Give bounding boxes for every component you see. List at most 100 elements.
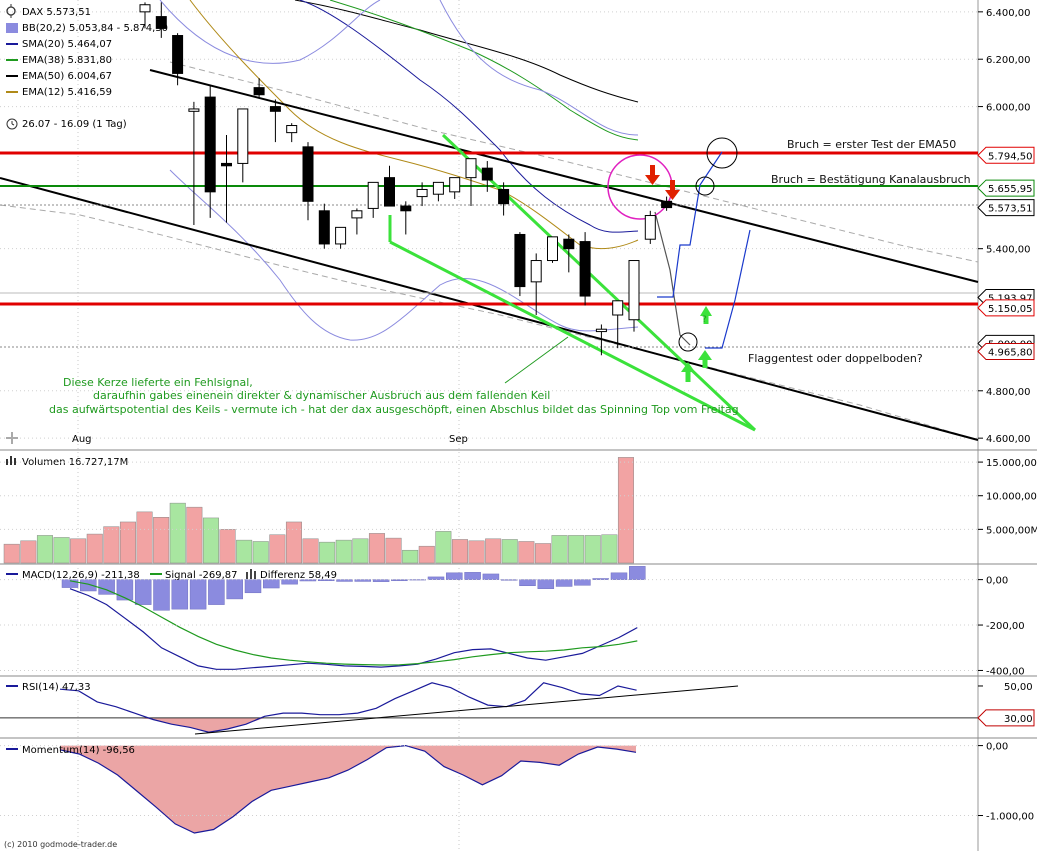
annotation-note-3: das aufwärtspotential des Keils - vermut…: [49, 403, 739, 416]
candle-body: [547, 236, 558, 262]
volume-bar: [418, 545, 435, 564]
macd-diff-bar: [171, 579, 189, 610]
volume-bar: [3, 543, 20, 564]
momentum-title: Momentum(14) -96,56: [22, 745, 135, 756]
momentum-panel: Momentum(14) -96,56 0,00 -1.000,00: [0, 742, 1034, 834]
sma20-line: [299, 0, 639, 233]
volume-bar: [518, 541, 535, 564]
projection-blue-path-2: [705, 229, 751, 349]
candle-body: [400, 205, 412, 212]
small-circle-green-level: [695, 176, 715, 196]
macd-signal-title: Signal -269,87: [165, 570, 238, 581]
macd-signal-line: [69, 580, 638, 666]
small-circle-red-level: [706, 137, 738, 169]
projection-grey-path: [654, 211, 691, 346]
macd-tick-label: 0,00: [986, 576, 1008, 587]
clock-icon: [6, 118, 18, 130]
candle-body: [155, 16, 167, 29]
x-tick-sep: Sep: [449, 434, 468, 445]
macd-diff-bar: [482, 573, 500, 580]
volume-bar: [269, 534, 286, 564]
volume-bar: [402, 549, 419, 564]
annotation-note-2: daraufhin gabes einenein direkter & dyna…: [93, 389, 550, 402]
volume-bar: [36, 535, 53, 564]
macd-line: [69, 588, 638, 670]
ema50-line: [294, 0, 639, 103]
candle-body: [416, 188, 428, 198]
bb-upper-band: [159, 0, 639, 136]
macd-diff-bar: [189, 579, 207, 610]
wedge-upper-line: [441, 133, 757, 432]
volume-bar: [617, 457, 634, 564]
red-down-arrow-2: [665, 180, 680, 200]
volume-bar: [385, 537, 402, 564]
candle-body: [514, 233, 526, 288]
candle-body: [563, 238, 575, 250]
volume-bar: [568, 535, 585, 564]
volume-tick-label: 15.000,00M: [986, 458, 1037, 469]
volume-bar: [236, 539, 253, 564]
macd-diff-bar: [574, 579, 591, 586]
volume-bar: [335, 539, 352, 564]
price-tick-label: 6.200,00: [986, 55, 1031, 66]
volume-bar: [485, 538, 502, 564]
macd-diff-bar: [372, 579, 390, 582]
candle-body: [644, 215, 656, 240]
macd-diff-bar: [208, 579, 225, 605]
volume-bar: [219, 529, 236, 564]
legend-label: SMA(20) 5.464,07: [22, 39, 112, 50]
candle-body: [237, 108, 249, 164]
volume-bar: [534, 543, 551, 564]
small-circle-bottom: [678, 332, 698, 352]
green-up-arrow-1: [700, 306, 712, 324]
channel-upper-line: [149, 69, 979, 283]
candle-body: [612, 300, 624, 316]
rsi-tick-label: 30,00: [1004, 714, 1033, 725]
volume-bar: [584, 535, 601, 564]
footer-copyright: (c) 2010 godmode-trader.de: [4, 840, 117, 849]
volume-bar: [352, 538, 369, 564]
green-up-arrow-3: [698, 350, 712, 368]
ema38-line: [329, 0, 639, 141]
macd-diff-bar: [281, 579, 298, 585]
candle-body: [335, 226, 347, 245]
move-handle-icon[interactable]: [6, 432, 18, 444]
price-marker-label: 4.965,80: [988, 348, 1033, 359]
volume-bar: [53, 537, 70, 564]
rsi-tick-label: 50,00: [1004, 682, 1033, 693]
price-marker-label: 5.655,95: [988, 184, 1033, 195]
candle-body: [139, 4, 151, 13]
projection-blue-path-1: [657, 151, 723, 298]
volume-bar: [451, 539, 468, 564]
candle-body: [432, 181, 444, 195]
macd-diff-bar: [610, 572, 628, 580]
macd-diff-bar: [391, 579, 408, 582]
macd-diff-bar: [226, 579, 243, 600]
x-tick-aug: Aug: [72, 434, 92, 445]
momentum-line: [59, 744, 637, 834]
settings-icon[interactable]: [6, 4, 16, 18]
legend-label: BB(20,2) 5.053,84 - 5.874,30: [22, 23, 168, 34]
rsi-title: RSI(14) 47,33: [22, 682, 91, 693]
rsi-line: [59, 682, 637, 733]
price-marker-box: [977, 343, 1035, 361]
volume-bar: [302, 538, 319, 564]
price-tick-label: 5.400,00: [986, 245, 1031, 256]
candle-body: [595, 328, 607, 333]
price-marker-box: [977, 179, 1035, 197]
price-marker-label: 5.150,05: [988, 304, 1033, 315]
volume-bar: [368, 533, 385, 564]
volume-bar: [169, 502, 186, 564]
period-label: 26.07 - 16.09 (1 Tag): [22, 119, 127, 130]
macd-tick-label: -200,00: [986, 621, 1025, 632]
volume-bar: [252, 541, 269, 564]
price-marker-label: 5.794,50: [988, 151, 1033, 162]
candle-body: [498, 188, 510, 205]
candle-body: [221, 162, 232, 167]
volume-bar: [501, 539, 518, 564]
note-pointer-line: [504, 336, 569, 384]
candle-body: [481, 167, 493, 181]
bollinger-upper-line: [0, 204, 979, 441]
price-tick-label: 6.400,00: [986, 8, 1031, 19]
